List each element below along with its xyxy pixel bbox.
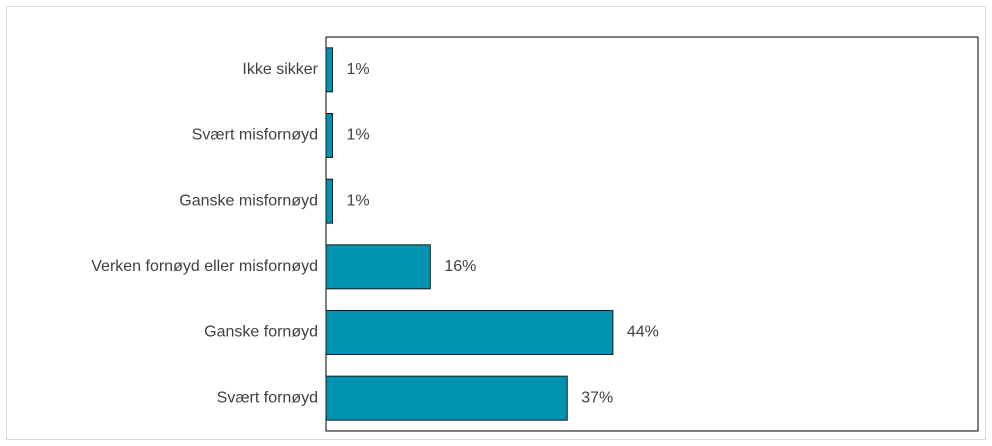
category-labels: Ikke sikker Svært misfornøyd Ganske misfor… [91,61,318,406]
value-label-3: 16% [444,258,476,275]
value-labels: 1% 1% 1% 16% 44% 37% [347,61,659,406]
category-label-2: Ganske misfornøyd [179,192,318,209]
bar-4 [325,310,614,355]
bar-0 [325,47,334,93]
category-label-5: Svært fornøyd [217,389,318,406]
category-label-4: Ganske fornøyd [204,324,318,341]
bar-chart: Ikke sikker Svært misfornøyd Ganske misfor… [91,36,979,432]
bar-2 [325,178,334,224]
value-label-5: 37% [581,389,613,406]
value-label-4: 44% [627,324,659,341]
bar-1 [325,113,334,158]
value-label-0: 1% [347,61,370,78]
category-label-3: Verken fornøyd eller misfornøyd [91,258,318,275]
value-label-2: 1% [347,192,370,209]
category-label-0: Ikke sikker [242,61,318,78]
bars-group [325,47,614,421]
value-label-1: 1% [347,127,370,144]
category-label-1: Svært misfornøyd [192,127,318,144]
chart-frame: Ikke sikker Svært misfornøyd Ganske misfor… [6,6,986,440]
plot-area [325,36,979,432]
bar-3 [325,244,431,290]
bar-5 [325,375,568,421]
